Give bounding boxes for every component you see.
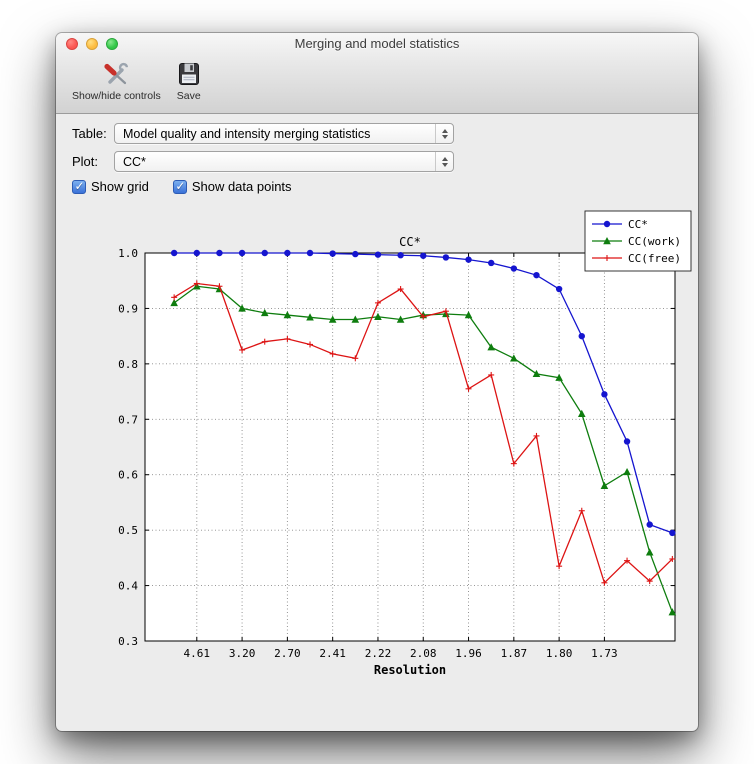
table-select-value: Model quality and intensity merging stat… bbox=[123, 126, 371, 141]
checkbox-icon bbox=[172, 179, 187, 194]
save-icon bbox=[177, 59, 201, 89]
table-select[interactable]: Model quality and intensity merging stat… bbox=[114, 123, 454, 144]
svg-text:0.5: 0.5 bbox=[118, 524, 138, 537]
svg-text:2.41: 2.41 bbox=[319, 647, 346, 660]
popup-stepper-icon bbox=[435, 124, 453, 143]
show-grid-checkbox[interactable]: Show grid bbox=[72, 179, 149, 194]
svg-text:2.22: 2.22 bbox=[365, 647, 392, 660]
svg-text:0.6: 0.6 bbox=[118, 469, 138, 482]
app-window: Merging and model statistics Show/hide c… bbox=[56, 33, 698, 731]
svg-text:1.73: 1.73 bbox=[591, 647, 618, 660]
save-button[interactable]: Save bbox=[169, 57, 209, 104]
svg-text:CC(work): CC(work) bbox=[628, 235, 681, 248]
svg-text:0.7: 0.7 bbox=[118, 413, 138, 426]
svg-text:4.61: 4.61 bbox=[184, 647, 211, 660]
close-button[interactable] bbox=[66, 38, 78, 50]
svg-text:CC(free): CC(free) bbox=[628, 252, 681, 265]
svg-text:Resolution: Resolution bbox=[374, 663, 446, 677]
checkbox-icon bbox=[72, 179, 86, 194]
titlebar[interactable]: Merging and model statistics bbox=[56, 33, 698, 55]
svg-text:1.80: 1.80 bbox=[546, 647, 573, 660]
svg-text:CC*: CC* bbox=[628, 218, 648, 231]
svg-text:0.4: 0.4 bbox=[118, 580, 138, 593]
svg-text:CC*: CC* bbox=[399, 235, 421, 249]
window-title: Merging and model statistics bbox=[294, 36, 460, 51]
checkbox-label: Show grid bbox=[91, 179, 149, 194]
svg-text:3.20: 3.20 bbox=[229, 647, 256, 660]
chart-figure: 0.3 0.4 0.5 0.6 0.7 0.8 0.9 1.0 4.61 3.20 2.70 2.41… bbox=[118, 210, 692, 677]
minimize-button[interactable] bbox=[86, 38, 98, 50]
svg-text:0.3: 0.3 bbox=[118, 635, 138, 648]
show-data-points-checkbox[interactable]: Show data points bbox=[172, 179, 292, 194]
zoom-button[interactable] bbox=[106, 38, 118, 50]
toolbar-button-label: Save bbox=[176, 90, 201, 102]
popup-stepper-icon bbox=[435, 152, 453, 171]
plot-area: 0.3 0.4 0.5 0.6 0.7 0.8 0.9 1.0 4.61 3.20 2.70 2.41… bbox=[56, 203, 698, 693]
svg-text:1.96: 1.96 bbox=[455, 647, 482, 660]
plot-select[interactable]: CC* bbox=[114, 151, 454, 172]
plot-label: Plot: bbox=[72, 154, 99, 169]
table-label: Table: bbox=[72, 126, 107, 141]
window-chrome: Merging and model statistics Show/hide c… bbox=[56, 33, 698, 114]
checkbox-label: Show data points bbox=[191, 179, 292, 194]
svg-text:2.08: 2.08 bbox=[410, 647, 437, 660]
toolbar-button-label: Show/hide controls bbox=[72, 90, 161, 102]
svg-text:2.70: 2.70 bbox=[274, 647, 301, 660]
tools-icon bbox=[102, 59, 130, 89]
svg-text:0.9: 0.9 bbox=[118, 302, 138, 315]
svg-text:1.0: 1.0 bbox=[118, 247, 138, 260]
show-hide-controls-button[interactable]: Show/hide controls bbox=[64, 57, 169, 104]
svg-text:1.87: 1.87 bbox=[501, 647, 527, 660]
svg-text:0.8: 0.8 bbox=[118, 358, 138, 371]
plot-select-value: CC* bbox=[123, 154, 146, 169]
traffic-lights bbox=[66, 38, 118, 50]
controls-panel: Table: Model quality and intensity mergi… bbox=[56, 114, 698, 203]
toolbar: Show/hide controls Save bbox=[56, 55, 698, 113]
